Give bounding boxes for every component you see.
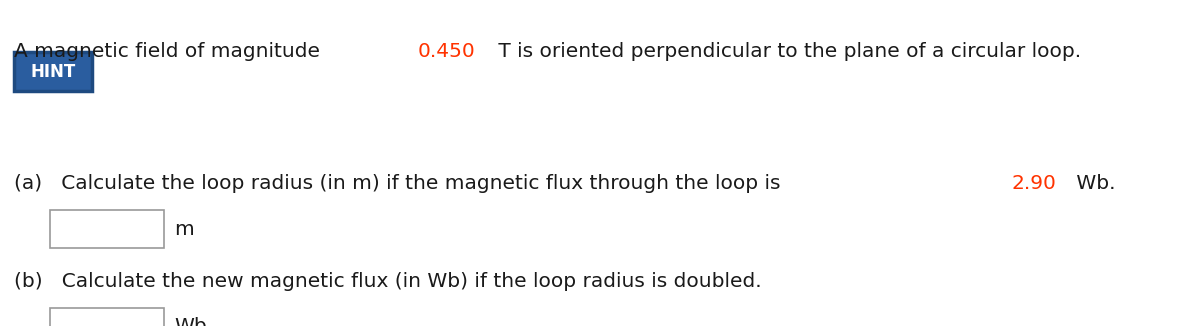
Text: (b)   Calculate the new magnetic flux (in Wb) if the loop radius is doubled.: (b) Calculate the new magnetic flux (in … bbox=[14, 272, 762, 291]
Text: A magnetic field of magnitude: A magnetic field of magnitude bbox=[14, 42, 326, 61]
FancyBboxPatch shape bbox=[50, 210, 164, 248]
Text: 2.90: 2.90 bbox=[1012, 174, 1056, 193]
Text: m: m bbox=[174, 219, 193, 239]
Text: 0.450: 0.450 bbox=[418, 42, 475, 61]
Text: Wb: Wb bbox=[174, 317, 206, 326]
Text: HINT: HINT bbox=[31, 63, 76, 81]
FancyBboxPatch shape bbox=[14, 52, 92, 91]
Text: T is oriented perpendicular to the plane of a circular loop.: T is oriented perpendicular to the plane… bbox=[492, 42, 1081, 61]
FancyBboxPatch shape bbox=[50, 308, 164, 326]
Text: (a)   Calculate the loop radius (in m) if the magnetic flux through the loop is: (a) Calculate the loop radius (in m) if … bbox=[14, 174, 787, 193]
Text: Wb.: Wb. bbox=[1069, 174, 1115, 193]
